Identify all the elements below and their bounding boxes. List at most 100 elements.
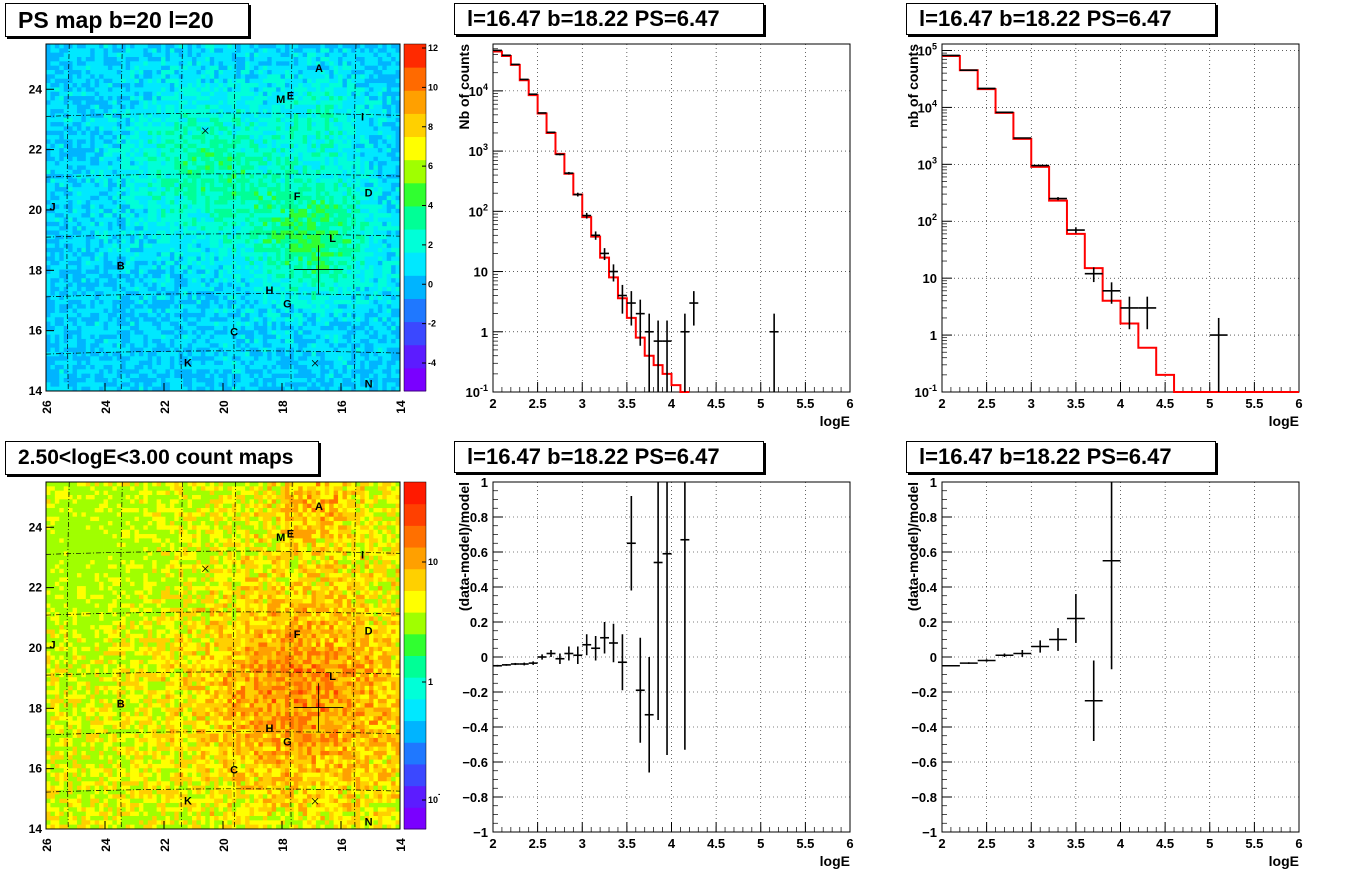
data-point	[546, 131, 556, 134]
data-point	[1066, 227, 1085, 234]
colorbar-tick-label: 4	[428, 201, 433, 211]
map-y-tick-label: 24	[29, 82, 43, 96]
residual-point	[995, 653, 1014, 657]
residual-chart-1: 2 2.5 3 3.5 4 4.5 5 5.5 6 −1 −0.8 −0.6 −0.4 −0.2 0 0.2 0…	[456, 475, 854, 869]
map-source-label: L	[329, 671, 336, 683]
map-coordinate-grid	[45, 481, 401, 830]
data-point	[635, 299, 645, 346]
y-tick-label: 105	[918, 41, 937, 58]
spectrum-chart-1: 2 2.5 3 3.5 4 4.5 5 5.5 6 10-1 1 10 102 103 104 logE Nb …	[456, 43, 854, 429]
data-point	[582, 212, 592, 219]
data-point	[1013, 137, 1032, 139]
map-source-label: M	[276, 532, 285, 544]
map-source-label: F	[294, 191, 301, 203]
data-point	[528, 93, 538, 96]
map-x-tick-label: 14	[394, 838, 408, 852]
residual-chart-title-1: l=16.47 b=18.22 PS=6.47	[454, 441, 764, 473]
data-point	[1138, 296, 1157, 330]
map-colorbar: 12 10 8 6 4 2 0 -2 -4	[403, 43, 438, 392]
y-tick-label: −1	[473, 825, 488, 840]
map-x-tick-label: 20	[217, 400, 231, 414]
y-tick-label: 10-1	[915, 383, 937, 400]
data-point	[1031, 164, 1050, 167]
x-tick-label: 6	[1295, 396, 1302, 411]
map-source-label: E	[287, 529, 294, 541]
x-tick-label: 3.5	[1067, 396, 1085, 411]
x-axis-label: logE	[1269, 853, 1299, 869]
map-y-tick-label: 18	[29, 701, 43, 715]
colorbar-tick-label: 1	[428, 677, 433, 687]
y-axis-label: nb of counts	[905, 44, 921, 128]
y-tick-label: −0.6	[462, 755, 488, 770]
spectrum-chart-title-2: l=16.47 b=18.22 PS=6.47	[906, 3, 1216, 35]
x-tick-label: 5.5	[1245, 396, 1263, 411]
y-tick-label: 102	[918, 212, 937, 229]
spectrum-chart-panel-2: l=16.47 b=18.22 PS=6.47 2 2.5 3 3.5 4 4.5 5 5.5…	[894, 0, 1348, 438]
count-map-plot: 26 24 22 20 18 16 14 14 16 18 20 22 24 A M E I F D J L B HG C K N…	[29, 481, 440, 852]
x-tick-label: 4.5	[707, 836, 725, 851]
map-y-tick-label: 14	[29, 822, 43, 836]
residual-chart-2: 2 2.5 3 3.5 4 4.5 5 5.5 6 −1 −0.8 −0.6 −0.4 −0.2 0 0.2 0…	[905, 475, 1303, 869]
residual-point	[1084, 660, 1103, 741]
colorbar-tick-label: 10	[428, 557, 438, 567]
map-source-label: F	[294, 629, 301, 641]
map-source-label: G	[283, 737, 292, 749]
x-tick-label: 3	[579, 836, 586, 851]
y-axis-label: (data-model)/model	[905, 482, 921, 611]
ps-map-title: PS map b=20 l=20	[5, 3, 249, 37]
map-source-label: D	[365, 626, 373, 638]
data-point	[1102, 282, 1121, 304]
y-tick-label: −0.4	[462, 720, 488, 735]
map-source-label: H	[265, 723, 273, 735]
residual-point	[680, 482, 690, 750]
y-tick-label: −0.8	[911, 790, 937, 805]
data-point	[662, 320, 672, 392]
plot-frame	[492, 43, 851, 393]
map-source-label: I	[361, 111, 364, 123]
x-axis-label: logE	[1269, 413, 1299, 429]
map-source-label: D	[365, 188, 373, 200]
x-tick-label: 2.5	[978, 396, 996, 411]
y-tick-label: 1	[930, 475, 937, 490]
y-axis-label: (data-model)/model	[456, 482, 472, 611]
residual-point	[644, 657, 654, 773]
map-source-label: J	[50, 202, 56, 214]
data-point	[573, 192, 583, 197]
map-source-label: K	[184, 796, 192, 808]
plot-frame	[492, 481, 851, 833]
y-tick-label: 0.6	[470, 545, 488, 560]
residual-point	[591, 636, 601, 661]
map-y-tick-label: 18	[29, 263, 43, 277]
data-point	[564, 171, 574, 175]
colorbar-tick-label: 10	[428, 82, 438, 92]
residual-point	[609, 623, 618, 663]
y-tick-label: −0.8	[462, 790, 488, 805]
map-y-tick-label: 20	[29, 203, 43, 217]
residual-point	[1049, 628, 1067, 651]
model-histogram	[493, 50, 690, 393]
x-tick-label: 4	[1117, 836, 1125, 851]
x-tick-label: 2.5	[529, 836, 547, 851]
x-tick-label: 3	[1028, 836, 1035, 851]
x-tick-label: 4	[668, 396, 676, 411]
residual-point	[555, 653, 565, 664]
map-cells	[46, 482, 401, 830]
data-point	[600, 248, 610, 261]
residual-point	[501, 664, 511, 666]
y-tick-label: 10-1	[466, 383, 488, 400]
data-point	[653, 320, 663, 392]
y-tick-label: −1	[922, 825, 937, 840]
map-x-marker	[311, 797, 319, 805]
map-colorbar: 10 1 10-1	[403, 481, 440, 830]
residual-chart-panel-2: l=16.47 b=18.22 PS=6.47 2 2.5 3 3.5 4 4.5 5 5.5…	[894, 438, 1348, 876]
x-tick-label: 4	[1117, 396, 1125, 411]
map-source-label: C	[230, 764, 238, 776]
y-tick-label: −0.4	[911, 720, 937, 735]
colorbar-tick-label: 10-1	[428, 789, 440, 805]
residual-point	[1013, 650, 1032, 657]
map-source-label: C	[230, 326, 238, 338]
map-source-label: A	[315, 501, 323, 513]
residual-point	[537, 654, 547, 660]
map-x-tick-label: 20	[217, 838, 231, 852]
count-map-title: 2.50<logE<3.00 count maps	[5, 441, 319, 475]
